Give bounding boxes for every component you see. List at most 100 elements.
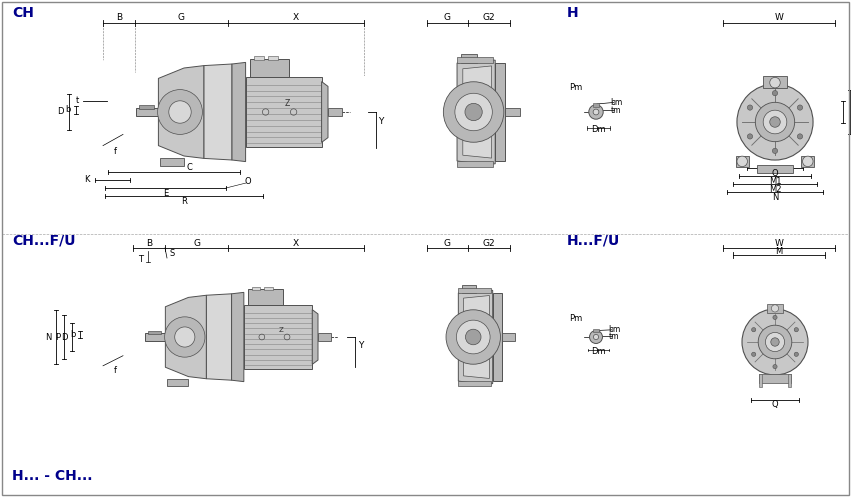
Text: D: D (61, 332, 68, 341)
Circle shape (773, 148, 778, 154)
Text: f: f (113, 366, 117, 375)
Bar (802, 156, 814, 166)
Text: X: X (293, 239, 299, 248)
Circle shape (763, 110, 787, 134)
Circle shape (443, 82, 504, 142)
Circle shape (771, 338, 780, 346)
Polygon shape (463, 66, 492, 158)
Bar (252, 287, 260, 290)
Circle shape (747, 134, 752, 139)
Bar (246, 77, 322, 147)
Circle shape (797, 134, 802, 139)
Text: b: b (71, 331, 76, 339)
Polygon shape (457, 60, 495, 164)
Circle shape (802, 156, 813, 166)
Circle shape (174, 327, 195, 347)
Text: G2: G2 (483, 13, 495, 22)
Text: H: H (567, 6, 579, 20)
Bar (140, 105, 153, 108)
Text: CH...F/U: CH...F/U (12, 233, 76, 247)
Bar (457, 57, 493, 63)
Bar (759, 374, 762, 387)
Text: Pm: Pm (568, 314, 582, 323)
Circle shape (773, 315, 777, 320)
Text: T: T (138, 254, 143, 263)
Bar (461, 54, 477, 63)
Bar (505, 108, 520, 116)
Circle shape (773, 364, 777, 369)
Circle shape (747, 105, 752, 110)
Circle shape (742, 309, 808, 375)
Text: W: W (774, 13, 784, 22)
Text: P: P (54, 332, 60, 341)
Text: G: G (444, 239, 451, 248)
Bar (248, 289, 283, 305)
Bar (457, 161, 493, 166)
Polygon shape (464, 296, 489, 379)
Text: Z: Z (285, 99, 290, 108)
Polygon shape (459, 290, 493, 384)
Circle shape (455, 93, 493, 131)
Text: M1: M1 (768, 177, 781, 186)
Bar (593, 103, 599, 107)
Text: G: G (444, 13, 451, 22)
Circle shape (751, 328, 756, 332)
Text: Q: Q (772, 169, 779, 178)
Text: Z: Z (279, 327, 284, 333)
Polygon shape (167, 379, 188, 386)
Text: Y: Y (379, 117, 384, 127)
Text: Dm: Dm (591, 347, 605, 356)
Circle shape (589, 105, 603, 119)
Text: F1: F1 (850, 107, 851, 116)
Bar (146, 333, 165, 340)
Polygon shape (165, 295, 207, 379)
Polygon shape (160, 159, 184, 166)
Circle shape (157, 89, 203, 134)
Circle shape (794, 352, 798, 356)
Circle shape (794, 328, 798, 332)
Text: H...F/U: H...F/U (567, 233, 620, 247)
Bar (767, 304, 784, 313)
Bar (244, 305, 312, 369)
Circle shape (770, 78, 780, 88)
Text: G: G (178, 13, 185, 22)
Text: Dm: Dm (591, 125, 605, 134)
Text: bm: bm (608, 326, 620, 334)
Polygon shape (312, 310, 318, 364)
Circle shape (590, 331, 603, 343)
Bar (268, 56, 277, 60)
Polygon shape (232, 63, 246, 162)
Bar (757, 166, 793, 173)
Bar (254, 56, 264, 60)
Bar (493, 293, 502, 381)
Circle shape (771, 305, 779, 312)
Text: Pm: Pm (568, 83, 582, 92)
Polygon shape (204, 64, 232, 160)
Text: b: b (66, 105, 71, 114)
Text: C: C (186, 164, 192, 172)
Text: CH: CH (12, 6, 34, 20)
Text: B: B (146, 239, 152, 248)
Circle shape (758, 325, 791, 359)
Circle shape (593, 109, 599, 115)
Bar (328, 108, 342, 116)
Circle shape (465, 103, 483, 121)
Polygon shape (322, 82, 328, 143)
Text: E: E (163, 188, 168, 197)
Bar (148, 331, 161, 334)
Bar (318, 333, 331, 340)
Circle shape (756, 102, 795, 142)
Text: G2: G2 (483, 239, 495, 248)
Text: Y: Y (358, 340, 363, 349)
Bar (763, 76, 787, 88)
Polygon shape (207, 294, 231, 380)
Text: N: N (772, 193, 778, 202)
Bar (502, 333, 515, 341)
Text: M2: M2 (768, 185, 781, 194)
Bar (495, 63, 505, 161)
Text: W: W (774, 239, 784, 248)
Bar (136, 108, 158, 116)
Polygon shape (158, 66, 204, 159)
Text: S: S (169, 249, 174, 258)
Circle shape (456, 320, 490, 354)
